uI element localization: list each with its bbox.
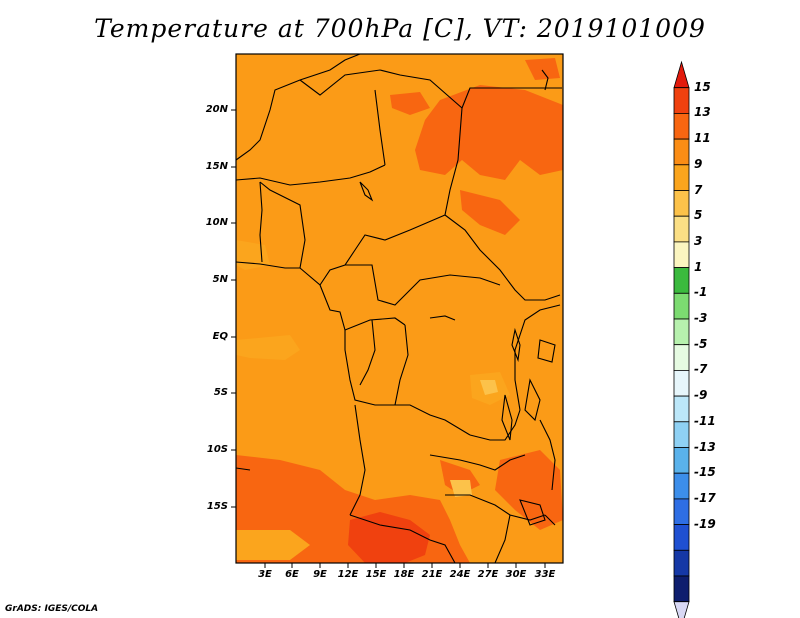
map-panel bbox=[235, 53, 564, 564]
lat-label-5s: 5S bbox=[213, 387, 228, 398]
colorbar-label: -11 bbox=[694, 413, 716, 428]
colorbar-swatch bbox=[673, 318, 690, 346]
lat-label-eq: EQ bbox=[212, 331, 228, 342]
colorbar-bottom-arrow bbox=[673, 601, 690, 618]
cool-patch-6 bbox=[450, 480, 472, 497]
lon-label-18e: 18E bbox=[393, 569, 415, 580]
lat-label-10s: 10S bbox=[206, 444, 228, 455]
cool-patch-4 bbox=[236, 530, 310, 560]
cool-patch-3 bbox=[480, 380, 498, 395]
colorbar-swatch bbox=[673, 113, 690, 140]
colorbar-swatch bbox=[673, 344, 690, 371]
lat-label-15n: 15N bbox=[205, 161, 228, 172]
lon-label-30e: 30E bbox=[505, 569, 527, 580]
colorbar-label: 5 bbox=[694, 208, 703, 223]
colorbar-swatch bbox=[673, 524, 690, 551]
colorbar-label: -3 bbox=[694, 311, 708, 325]
country-borders bbox=[235, 53, 562, 564]
lon-label-12e: 12E bbox=[337, 569, 359, 580]
colorbar-label: -1 bbox=[694, 285, 708, 300]
colorbar-swatch bbox=[673, 87, 690, 114]
colorbar-label: 11 bbox=[694, 131, 711, 146]
lat-label-15s: 15S bbox=[206, 501, 228, 512]
lon-label-24e: 24E bbox=[449, 569, 471, 580]
hot-region bbox=[348, 512, 430, 563]
lon-label-27e: 27E bbox=[477, 569, 499, 580]
colorbar-top-arrow bbox=[673, 60, 690, 89]
lon-label-9e: 9E bbox=[313, 569, 327, 580]
lat-ticks bbox=[231, 109, 236, 508]
lakes bbox=[359, 69, 556, 526]
colorbar-swatch bbox=[673, 498, 690, 525]
colorbar-label: 3 bbox=[694, 233, 703, 248]
colorbar-swatch bbox=[673, 369, 690, 397]
colorbar-label: -7 bbox=[694, 362, 708, 377]
colorbar-swatch bbox=[673, 215, 690, 243]
colorbar-swatch bbox=[673, 421, 690, 448]
colorbar-swatch bbox=[673, 549, 690, 577]
warm-region-se bbox=[495, 450, 563, 530]
colorbar-swatch bbox=[673, 447, 690, 474]
colorbar-swatch bbox=[673, 267, 690, 294]
colorbar-swatch bbox=[673, 138, 690, 166]
lon-label-21e: 21E bbox=[421, 569, 443, 580]
colorbar-swatch bbox=[673, 241, 690, 268]
colorbar-label: 13 bbox=[694, 105, 711, 120]
lat-label-5n: 5N bbox=[212, 274, 228, 285]
colorbar-label: -5 bbox=[694, 336, 708, 351]
chart-title: Temperature at 700hPa [C], VT: 201910100… bbox=[94, 14, 706, 43]
lat-label-20n: 20N bbox=[205, 104, 228, 115]
colorbar-swatch bbox=[673, 395, 690, 423]
colorbar-label: -13 bbox=[694, 439, 716, 454]
warm-region-ne bbox=[415, 85, 563, 180]
colorbar-label: 15 bbox=[694, 79, 711, 94]
lon-label-15e: 15E bbox=[365, 569, 387, 580]
colorbar-swatch bbox=[673, 472, 690, 500]
colorbar-label: 1 bbox=[694, 259, 703, 274]
colorbar-swatch bbox=[673, 575, 690, 603]
warm-region-ne-2 bbox=[460, 190, 520, 235]
grads-credit: GrADS: IGES/COLA bbox=[5, 604, 99, 614]
lon-label-33e: 33E bbox=[534, 569, 556, 580]
lat-label-10n: 10N bbox=[205, 217, 228, 228]
lon-label-3e: 3E bbox=[258, 569, 272, 580]
cool-patch-1 bbox=[236, 335, 300, 360]
colorbar-label: 7 bbox=[694, 182, 703, 197]
colorbar-label: -19 bbox=[694, 516, 716, 531]
colorbar-swatch bbox=[673, 190, 690, 217]
lon-label-6e: 6E bbox=[285, 569, 299, 580]
colorbar-label: 9 bbox=[694, 156, 703, 171]
colorbar-swatch bbox=[673, 164, 690, 191]
lon-ticks bbox=[264, 563, 546, 568]
colorbar bbox=[673, 60, 690, 618]
colorbar-label: -17 bbox=[694, 490, 716, 505]
colorbar-label: -15 bbox=[694, 465, 716, 480]
colorbar-swatch bbox=[673, 292, 690, 320]
colorbar-label: -9 bbox=[694, 388, 708, 403]
warm-region-n bbox=[390, 92, 430, 115]
warm-region-ne-3 bbox=[525, 58, 560, 80]
